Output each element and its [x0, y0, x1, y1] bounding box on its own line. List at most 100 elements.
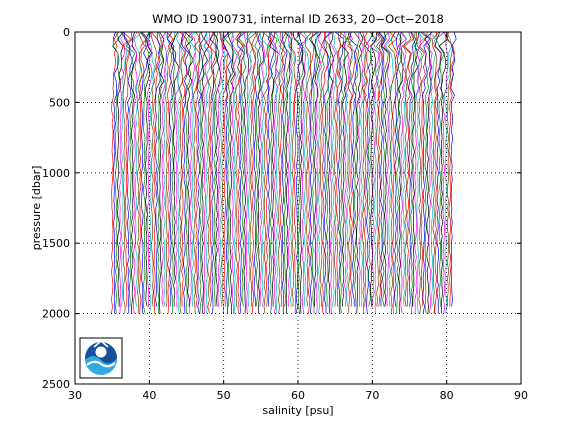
profile-line	[251, 31, 259, 314]
profile-line	[235, 31, 245, 314]
profile-line	[385, 31, 396, 307]
profile-line	[408, 31, 417, 307]
axis-ticks: 30 40 50 60 70 80 90 0 500 1000 1500 2000 2500	[42, 26, 528, 402]
profile-line	[209, 31, 218, 314]
profile-line	[157, 31, 164, 314]
profile-line	[174, 31, 184, 307]
profile-line	[446, 31, 454, 307]
profile-line	[328, 31, 336, 314]
x-tick-label: 90	[514, 389, 528, 402]
profile-line	[394, 31, 400, 307]
profile-line	[319, 31, 328, 307]
profile-line	[259, 31, 269, 307]
profile-line	[164, 31, 173, 307]
y-tick-label: 500	[49, 96, 70, 109]
profile-line	[203, 32, 211, 314]
profile-line	[279, 31, 287, 307]
profile-line	[207, 31, 215, 314]
profile-line	[357, 31, 364, 307]
grid-lines	[75, 32, 521, 384]
profile-line	[412, 31, 419, 307]
profile-line	[171, 31, 180, 307]
profile-line	[235, 31, 244, 307]
profile-line	[134, 31, 143, 307]
profile-line	[254, 31, 262, 307]
profile-line	[118, 31, 126, 314]
profile-line	[339, 31, 348, 314]
profile-line	[327, 31, 335, 314]
profile-line	[248, 31, 257, 307]
profile-line	[432, 31, 440, 314]
profile-line	[381, 31, 391, 307]
profile-line	[383, 31, 391, 307]
profile-line	[299, 31, 307, 314]
y-axis-label: pressure [dbar]	[30, 166, 43, 251]
profile-line	[284, 31, 293, 314]
y-tick-label: 2000	[42, 308, 70, 321]
profile-line	[332, 31, 339, 307]
profile-line	[198, 31, 205, 314]
profile-line	[131, 31, 138, 314]
profile-line	[398, 31, 404, 314]
profile-line	[163, 31, 171, 307]
profile-line	[356, 31, 364, 314]
profile-line	[179, 31, 187, 307]
profile-line	[425, 31, 433, 314]
profile-line	[304, 31, 313, 307]
profile-line	[117, 31, 124, 307]
profile-line	[302, 31, 310, 307]
profile-line	[238, 31, 247, 307]
profile-line	[450, 31, 457, 307]
profile-line	[188, 31, 197, 307]
profile-line	[140, 31, 149, 314]
profile-line	[414, 31, 421, 314]
x-tick-label: 70	[365, 389, 379, 402]
profile-line	[201, 31, 210, 314]
profile-line	[237, 31, 246, 314]
x-tick-label: 40	[142, 389, 156, 402]
y-tick-label: 1000	[42, 167, 70, 180]
profile-line	[267, 31, 275, 307]
profile-line	[334, 31, 342, 307]
profile-line	[119, 31, 128, 307]
profile-line	[401, 31, 407, 307]
profile-line	[243, 31, 250, 314]
profile-line	[146, 31, 154, 307]
profile-line	[231, 31, 240, 314]
profile-line	[130, 31, 138, 314]
profile-line	[341, 31, 350, 307]
profile-line	[220, 31, 231, 307]
profile-line	[380, 31, 390, 307]
profile-line	[139, 31, 147, 314]
profile-line	[347, 31, 357, 307]
profile-line	[160, 31, 168, 307]
profile-line	[308, 31, 320, 314]
profile-line	[170, 31, 176, 314]
y-tick-label: 0	[63, 26, 70, 39]
profile-line	[265, 31, 272, 307]
profile-line	[323, 31, 333, 307]
profile-line	[397, 31, 407, 314]
profile-line	[184, 31, 194, 307]
profile-line	[283, 31, 291, 307]
chart-title: WMO ID 1900731, internal ID 2633, 20−Oct…	[152, 12, 444, 26]
profile-line	[231, 31, 239, 314]
profile-line	[353, 31, 360, 307]
x-axis-label: salinity [psu]	[262, 404, 333, 417]
profile-line	[253, 31, 261, 307]
profile-line	[376, 31, 383, 307]
profile-line	[298, 31, 306, 314]
profile-line	[435, 31, 446, 307]
profile-line	[203, 31, 213, 314]
profile-line	[336, 31, 342, 307]
profile-line	[180, 31, 190, 314]
profile-line	[418, 31, 428, 307]
profile-line	[438, 31, 448, 314]
profile-line	[403, 31, 414, 307]
profile-line	[378, 31, 386, 307]
x-tick-label: 30	[68, 389, 82, 402]
profile-line	[289, 31, 297, 307]
profile-line	[112, 31, 119, 314]
profile-line	[377, 31, 385, 307]
